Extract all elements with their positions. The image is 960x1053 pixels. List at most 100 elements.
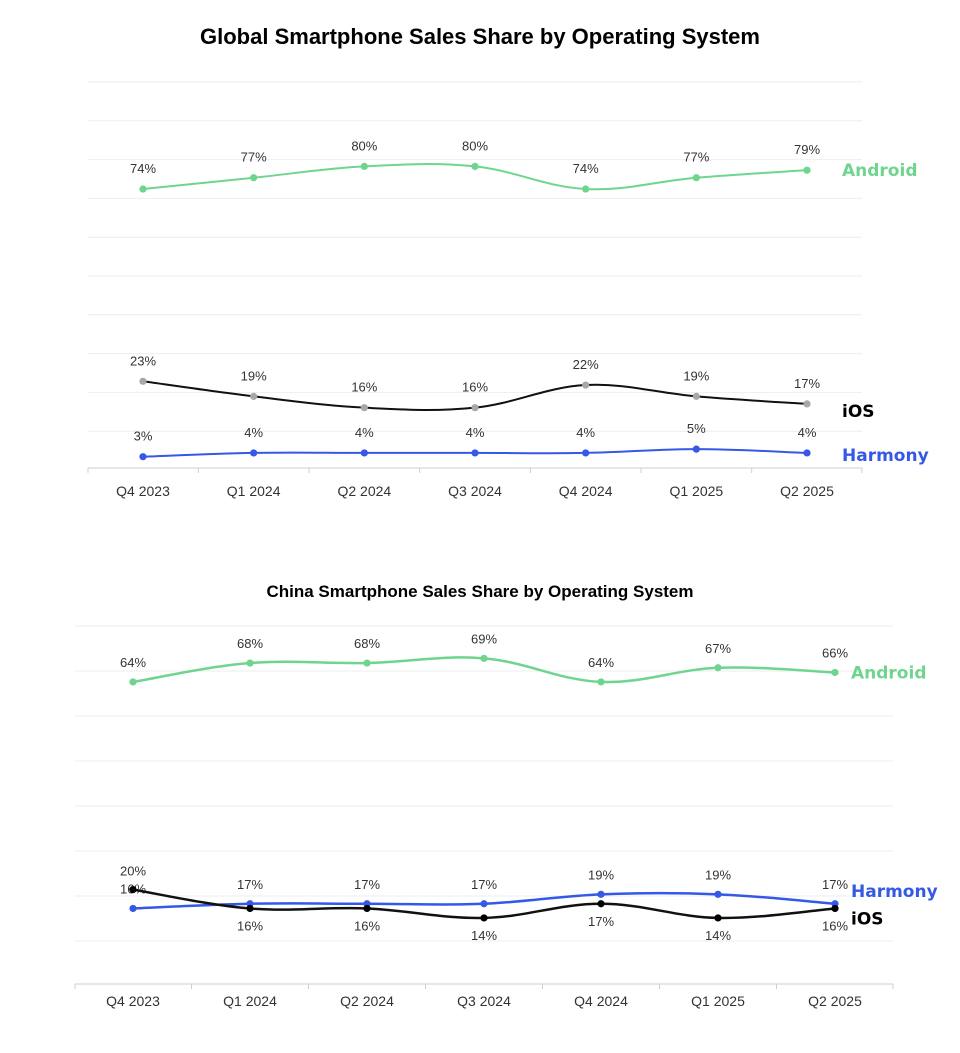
legend-label-android: Android	[851, 663, 927, 683]
data-point-harmony	[597, 890, 605, 898]
data-point-harmony	[692, 445, 700, 453]
china-chart-title: China Smartphone Sales Share by Operatin…	[266, 582, 694, 601]
data-point-ios	[692, 392, 700, 400]
x-tick-label: Q1 2024	[223, 993, 277, 1009]
x-tick-label: Q2 2025	[808, 993, 862, 1009]
data-label-android: 77%	[241, 150, 267, 165]
x-tick-label: Q2 2025	[780, 483, 834, 499]
x-tick-label: Q4 2023	[106, 993, 160, 1009]
data-label-harmony: 4%	[244, 425, 263, 440]
global-chart: Global Smartphone Sales Share by Operati…	[0, 0, 960, 520]
global-chart-title: Global Smartphone Sales Share by Operati…	[200, 24, 760, 49]
data-label-ios: 16%	[822, 918, 848, 933]
data-point-ios	[363, 904, 371, 913]
data-point-ios	[360, 404, 368, 412]
data-label-android: 80%	[462, 138, 488, 153]
data-label-harmony: 17%	[354, 877, 380, 892]
data-point-harmony	[250, 449, 258, 457]
data-label-android: 74%	[573, 161, 599, 176]
data-label-android: 67%	[705, 641, 731, 656]
data-point-android	[480, 654, 488, 662]
data-label-android: 69%	[471, 631, 497, 646]
x-tick-label: Q4 2024	[559, 483, 613, 499]
data-label-ios: 20%	[120, 864, 146, 879]
x-tick-label: Q2 2024	[340, 993, 394, 1009]
data-label-ios: 14%	[471, 928, 497, 943]
data-label-ios: 16%	[351, 380, 377, 395]
data-label-ios: 22%	[573, 357, 599, 372]
data-point-ios	[831, 904, 839, 913]
data-label-ios: 23%	[130, 353, 156, 368]
data-label-harmony: 5%	[687, 421, 706, 436]
data-label-harmony: 19%	[588, 867, 614, 882]
data-point-android	[582, 185, 590, 193]
data-point-ios	[139, 377, 147, 385]
x-tick-label: Q3 2024	[448, 483, 502, 499]
legend-label-android: Android	[842, 161, 918, 181]
data-label-ios: 17%	[588, 914, 614, 929]
data-point-ios	[582, 381, 590, 389]
data-label-harmony: 17%	[471, 877, 497, 892]
data-point-android	[597, 678, 605, 686]
data-label-android: 66%	[822, 645, 848, 660]
data-point-ios	[246, 904, 254, 913]
x-tick-label: Q2 2024	[337, 483, 391, 499]
data-point-ios	[803, 400, 811, 408]
data-point-harmony	[480, 900, 488, 908]
data-point-android	[714, 664, 722, 672]
data-label-ios: 19%	[683, 368, 709, 383]
x-tick-label: Q1 2025	[691, 993, 745, 1009]
data-point-harmony	[582, 449, 590, 457]
data-point-harmony	[803, 449, 811, 457]
data-label-harmony: 4%	[466, 425, 485, 440]
data-point-harmony	[139, 453, 147, 461]
legend-label-ios: iOS	[851, 909, 884, 929]
china-chart-plot: Q4 2023 Q1 2024 Q2 2024 Q3 2024 Q4 2024 Q1 20…	[74, 625, 938, 1009]
data-label-ios: 17%	[794, 376, 820, 391]
data-label-harmony: 4%	[576, 425, 595, 440]
data-point-ios	[597, 900, 605, 908]
data-point-harmony	[714, 890, 722, 898]
data-label-android: 68%	[237, 636, 263, 651]
data-label-android: 64%	[120, 655, 146, 670]
data-point-android	[692, 174, 700, 182]
data-point-android	[471, 162, 479, 170]
data-point-ios	[129, 886, 137, 894]
data-point-ios	[471, 404, 479, 412]
data-label-android: 79%	[794, 142, 820, 157]
data-point-harmony	[360, 449, 368, 457]
x-tick-label: Q1 2024	[227, 483, 281, 499]
data-point-ios	[714, 914, 722, 922]
data-label-harmony: 17%	[237, 877, 263, 892]
data-point-ios	[480, 914, 488, 922]
data-label-harmony: 4%	[355, 425, 374, 440]
data-point-ios	[250, 392, 258, 400]
data-point-android	[803, 166, 811, 174]
data-label-android: 64%	[588, 655, 614, 670]
data-label-ios: 16%	[354, 918, 380, 933]
data-point-harmony	[129, 904, 137, 913]
data-label-android: 77%	[683, 150, 709, 165]
x-tick-label: Q1 2025	[669, 483, 723, 499]
x-tick-label: Q4 2023	[116, 483, 170, 499]
legend-label-harmony: Harmony	[842, 446, 929, 466]
data-label-android: 74%	[130, 161, 156, 176]
data-label-harmony: 3%	[134, 429, 153, 444]
data-label-harmony: 19%	[705, 867, 731, 882]
data-label-harmony: 17%	[822, 877, 848, 892]
data-label-ios: 19%	[241, 368, 267, 383]
legend-label-harmony: Harmony	[851, 882, 938, 902]
data-label-ios: 16%	[462, 380, 488, 395]
data-label-harmony: 4%	[798, 425, 817, 440]
global-chart-plot: Q4 2023 Q1 2024 Q2 2024 Q3 2024 Q4 2024 Q1 20…	[87, 81, 929, 499]
data-label-ios: 16%	[237, 918, 263, 933]
data-point-android	[360, 162, 368, 170]
data-point-android	[363, 659, 371, 667]
data-point-android	[250, 174, 258, 182]
data-point-android	[139, 185, 147, 193]
legend-label-ios: iOS	[842, 402, 875, 422]
data-point-android	[129, 678, 137, 686]
x-tick-label: Q4 2024	[574, 993, 628, 1009]
data-label-android: 80%	[351, 138, 377, 153]
data-point-android	[246, 659, 254, 667]
